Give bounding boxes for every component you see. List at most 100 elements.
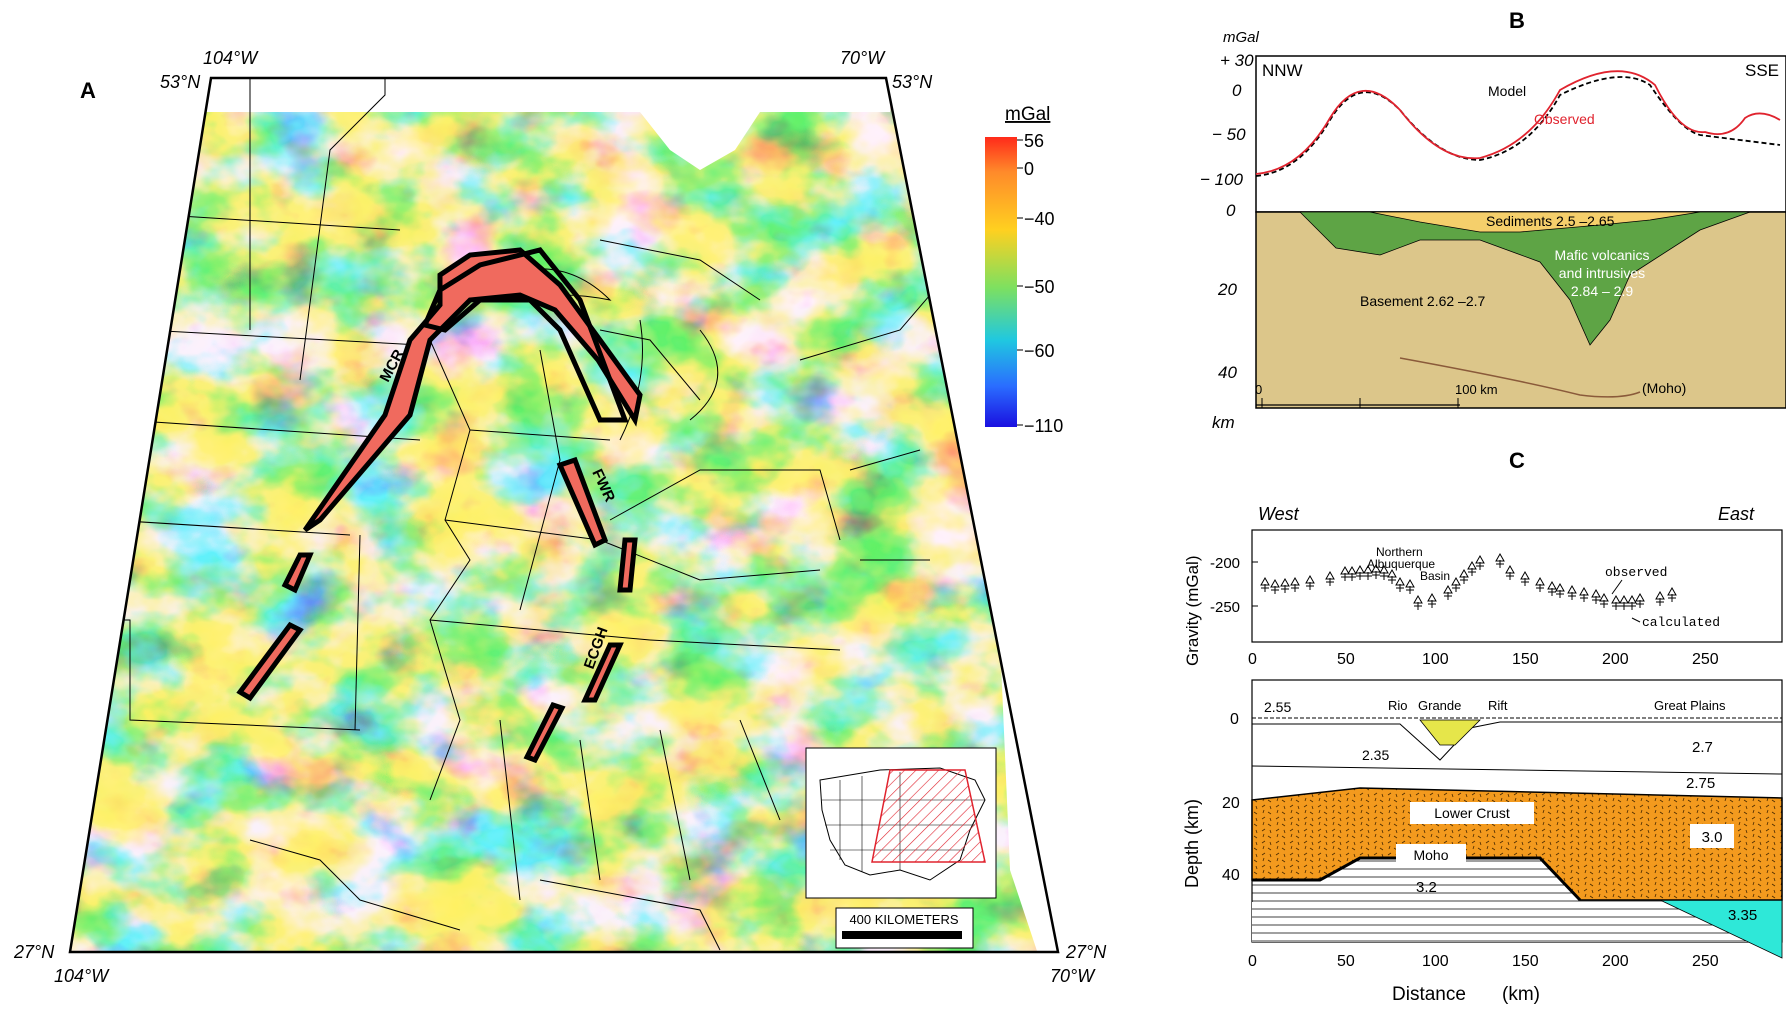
b-scale-end: 100 km [1455, 382, 1498, 397]
panel-b-label: B [1509, 8, 1525, 33]
c-west: West [1258, 504, 1300, 524]
calculated-point [1396, 584, 1404, 592]
c-gravity-points [1260, 552, 1677, 610]
c-d235: 2.35 [1362, 747, 1389, 763]
calculated-point [1406, 586, 1414, 594]
calculated-point [1452, 584, 1460, 592]
cb-tick-0: 56 [1024, 131, 1044, 151]
cb-tick-5: −110 [1024, 416, 1063, 436]
panel-b: B mGal + 30 0 − 50 − 100 NNW SSE Model O… [1200, 8, 1786, 432]
c-grav-250: -250 [1210, 599, 1240, 616]
calculated-point [1468, 568, 1476, 576]
calculated-point [1628, 602, 1636, 610]
c-rio: Rio [1388, 698, 1408, 713]
calculated-point [1592, 596, 1600, 604]
colorbar: mGal 56 0 −40 −50 −60 −110 [985, 104, 1063, 436]
b-model-label: Model [1488, 83, 1526, 99]
b-sse: SSE [1745, 61, 1779, 80]
b-basement-label: Basement 2.62 –2.7 [1360, 293, 1486, 309]
tl-lon: 104°W [203, 48, 259, 68]
c-rift: Rift [1488, 698, 1508, 713]
c-xt-1: 50 [1337, 651, 1355, 668]
calculated-point [1261, 584, 1269, 592]
b-observed-label: Observed [1534, 111, 1595, 127]
calculated-point [1356, 572, 1364, 580]
c-bxt-4: 200 [1602, 953, 1629, 970]
c-bxt-3: 150 [1512, 953, 1539, 970]
calculated-point [1612, 602, 1620, 610]
c-depth-ylabel: Depth (km) [1182, 799, 1202, 888]
c-d255: 2.55 [1264, 699, 1291, 715]
gravity-map [70, 78, 1058, 952]
b-unit: mGal [1223, 29, 1260, 46]
c-d275: 2.75 [1686, 775, 1715, 792]
c-d335: 3.35 [1728, 907, 1757, 924]
c-bxt-0: 0 [1248, 953, 1257, 970]
calculated-point [1668, 594, 1676, 602]
calculated-point [1460, 576, 1468, 584]
b-depth-0: 0 [1226, 201, 1236, 220]
ecgh-outline [581, 642, 624, 703]
colorbar-ticks: 56 0 −40 −50 −60 −110 [1017, 131, 1063, 436]
calculated-point [1580, 594, 1588, 602]
br-lon: 70°W [1050, 966, 1096, 986]
scale-bar-label: 400 KILOMETERS [849, 912, 958, 927]
calculated-point [1380, 572, 1388, 580]
cb-tick-2: −40 [1024, 209, 1055, 229]
c-observed: observed [1605, 565, 1667, 580]
panel-c-label: C [1509, 448, 1525, 473]
c-bxt-5: 250 [1692, 953, 1719, 970]
c-basin-l2: Albuquerque [1367, 557, 1435, 571]
b-sediments-label: Sediments 2.5 –2.65 [1486, 213, 1615, 229]
calculated-point [1444, 592, 1452, 600]
calculated-point [1636, 600, 1644, 608]
inset-study-area [871, 769, 986, 863]
c-rift-fill [1419, 719, 1481, 746]
b-nnw: NNW [1262, 61, 1303, 80]
b-model-curve [1255, 76, 1781, 177]
c-east: East [1718, 504, 1755, 524]
calculated-point [1496, 560, 1504, 568]
c-lower-crust-label: Lower Crust [1434, 805, 1510, 821]
calculated-point [1620, 602, 1628, 610]
calculated-point [1372, 571, 1380, 579]
calculated-point [1521, 578, 1529, 586]
b-moho-line [1399, 357, 1641, 398]
b-moho-label: (Moho) [1642, 380, 1686, 396]
calculated-point [1656, 598, 1664, 606]
b-sediments [1369, 211, 1701, 233]
b-tick-30: + 30 [1220, 51, 1254, 70]
b-depth-unit: km [1212, 413, 1235, 432]
b-depth-40: 40 [1218, 363, 1237, 382]
c-bxt-2: 100 [1422, 953, 1449, 970]
calculated-point [1600, 600, 1608, 608]
c-grande: Grande [1418, 698, 1461, 713]
c-d27: 2.7 [1692, 739, 1713, 756]
c-xt-2: 100 [1422, 651, 1449, 668]
calculated-point [1291, 584, 1299, 592]
calculated-point [1548, 588, 1556, 596]
calculated-point [1348, 573, 1356, 581]
b-mafic [1299, 211, 1751, 346]
b-gravity-box [1255, 55, 1786, 213]
calculated-point [1306, 582, 1314, 590]
colorbar-ramp [985, 137, 1017, 427]
colorbar-unit: mGal [1005, 104, 1050, 125]
c-dt-40: 40 [1222, 867, 1240, 884]
c-distance: Distance [1392, 984, 1466, 1005]
b-mafic-l3: 2.84 – 2.9 [1571, 283, 1633, 299]
c-dt-20: 20 [1222, 795, 1240, 812]
b-observed-curve [1255, 70, 1781, 175]
c-xt-5: 250 [1692, 651, 1719, 668]
calculated-point [1556, 590, 1564, 598]
calculated-point [1428, 600, 1436, 608]
map-frame [68, 76, 1060, 954]
b-depth-20: 20 [1217, 280, 1237, 299]
br-lat: 27°N [1065, 942, 1107, 962]
c-distance-unit: (km) [1502, 984, 1540, 1005]
c-moho-line [1252, 856, 1582, 902]
b-tick-100: − 100 [1200, 170, 1244, 189]
mcr-outline [302, 247, 643, 533]
calculated-point [1326, 578, 1334, 586]
